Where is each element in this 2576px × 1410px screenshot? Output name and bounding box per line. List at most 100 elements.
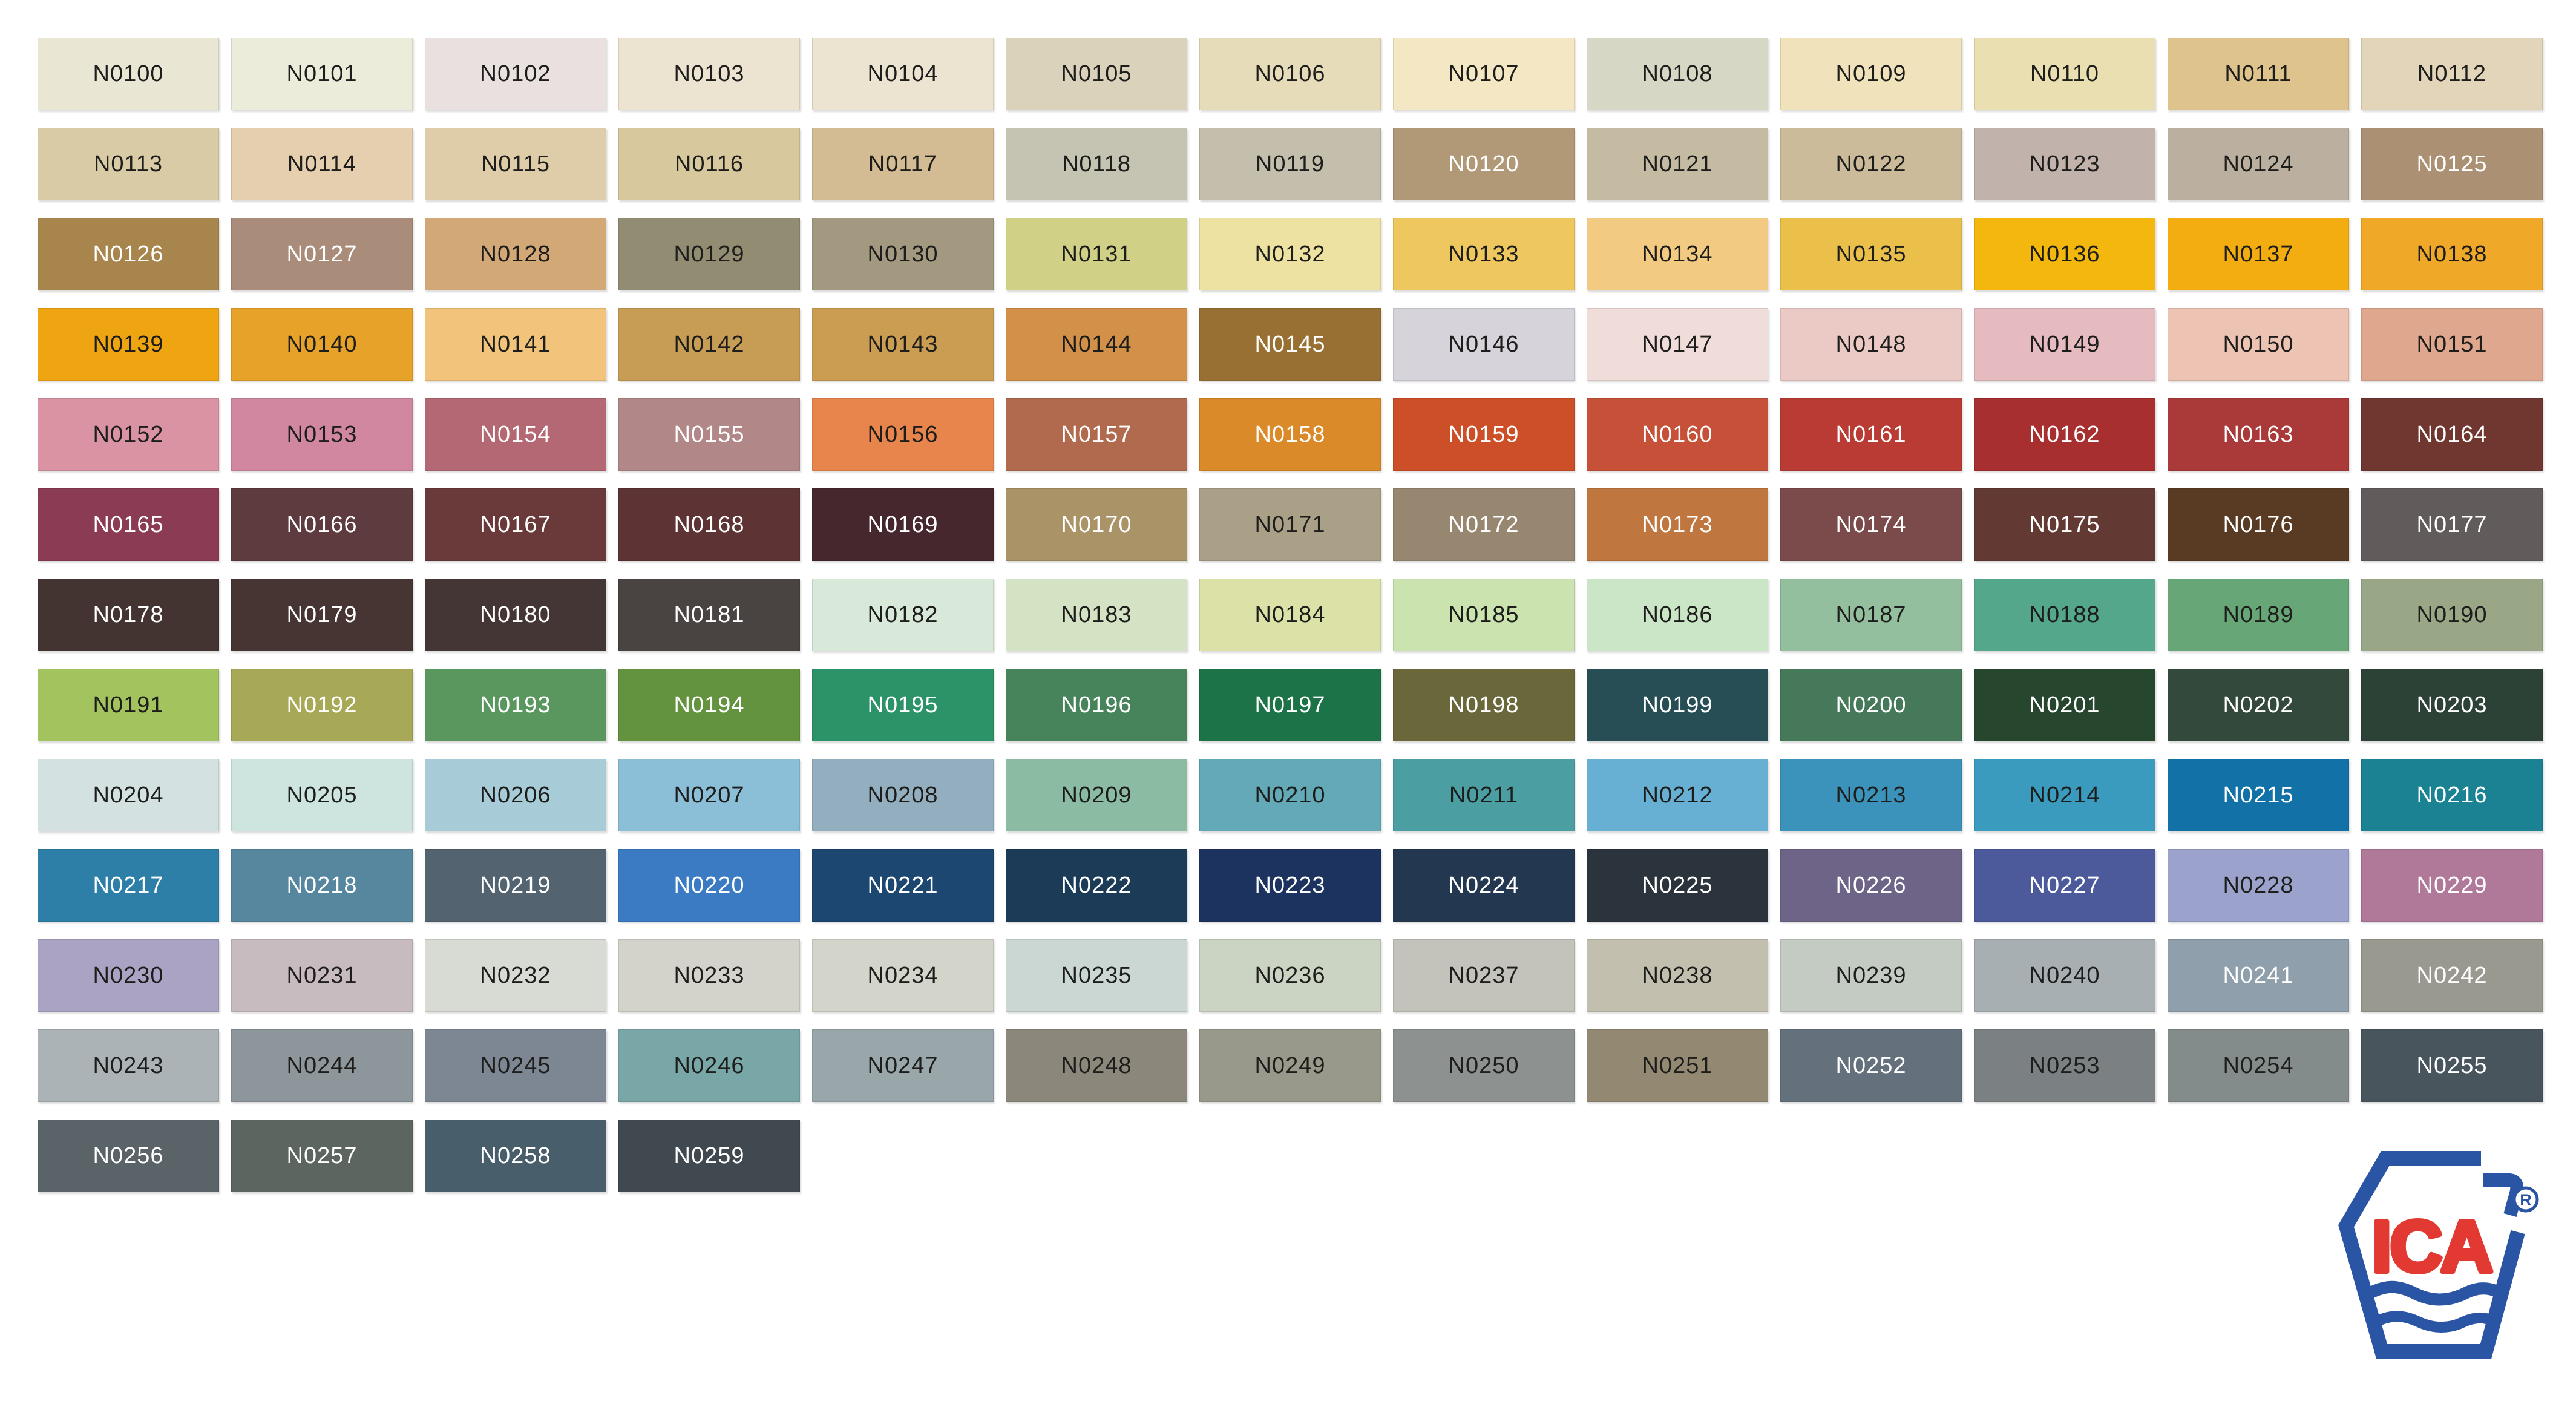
- swatch-n0152: N0152: [38, 398, 219, 471]
- swatch-n0224: N0224: [1393, 849, 1575, 922]
- swatch-label: N0142: [673, 332, 745, 357]
- swatch-n0203: N0203: [2361, 669, 2543, 741]
- swatch-label: N0123: [2029, 151, 2100, 177]
- swatch-n0176: N0176: [2168, 488, 2349, 561]
- swatch-n0123: N0123: [1974, 128, 2155, 200]
- swatch-n0254: N0254: [2168, 1029, 2349, 1102]
- ica-logo: R ICA: [2330, 1141, 2542, 1368]
- swatch-label: N0257: [286, 1143, 358, 1169]
- swatch-n0251: N0251: [1587, 1029, 1768, 1102]
- swatch-n0136: N0136: [1974, 218, 2155, 290]
- swatch-label: N0146: [1448, 332, 1519, 357]
- swatch-label: N0210: [1254, 782, 1326, 808]
- swatch-label: N0106: [1254, 61, 1326, 87]
- swatch-n0236: N0236: [1199, 939, 1381, 1012]
- swatch-n0257: N0257: [231, 1120, 413, 1192]
- swatch-n0159: N0159: [1393, 398, 1575, 471]
- swatch-label: N0110: [2030, 61, 2100, 87]
- swatch-label: N0197: [1254, 692, 1326, 718]
- swatch-label: N0148: [1835, 332, 1907, 357]
- swatch-n0139: N0139: [38, 308, 219, 381]
- swatch-n0219: N0219: [425, 849, 606, 922]
- swatch-n0109: N0109: [1780, 38, 1962, 110]
- swatch-n0131: N0131: [1006, 218, 1187, 290]
- swatch-label: N0126: [93, 241, 164, 267]
- swatch-label: N0224: [1448, 873, 1519, 898]
- swatch-label: N0177: [2416, 512, 2488, 537]
- swatch-n0222: N0222: [1006, 849, 1187, 922]
- swatch-label: N0217: [93, 873, 164, 898]
- swatch-n0233: N0233: [618, 939, 800, 1012]
- swatch-n0249: N0249: [1199, 1029, 1381, 1102]
- swatch-label: N0129: [673, 241, 745, 267]
- swatch-label: N0249: [1254, 1053, 1326, 1078]
- swatch-n0232: N0232: [425, 939, 606, 1012]
- swatch-label: N0202: [2223, 692, 2294, 718]
- swatch-n0119: N0119: [1199, 128, 1381, 200]
- swatch-label: N0161: [1835, 422, 1907, 447]
- swatch-n0210: N0210: [1199, 759, 1381, 831]
- swatch-label: N0201: [2029, 692, 2100, 718]
- swatch-n0125: N0125: [2361, 128, 2543, 200]
- swatch-label: N0198: [1448, 692, 1519, 718]
- swatch-label: N0235: [1061, 963, 1132, 988]
- swatch-label: N0103: [673, 61, 745, 87]
- swatch-n0190: N0190: [2361, 579, 2543, 651]
- swatch-label: N0183: [1061, 602, 1132, 628]
- swatch-n0227: N0227: [1974, 849, 2155, 922]
- swatch-label: N0145: [1254, 332, 1326, 357]
- swatch-n0194: N0194: [618, 669, 800, 741]
- swatch-label: N0162: [2029, 422, 2100, 447]
- swatch-n0184: N0184: [1199, 579, 1381, 651]
- swatch-n0202: N0202: [2168, 669, 2349, 741]
- swatch-n0245: N0245: [425, 1029, 606, 1102]
- swatch-label: N0226: [1835, 873, 1907, 898]
- swatch-label: N0157: [1061, 422, 1132, 447]
- swatch-label: N0147: [1642, 332, 1713, 357]
- swatch-label: N0132: [1254, 241, 1326, 267]
- swatch-label: N0243: [93, 1053, 164, 1078]
- swatch-n0258: N0258: [425, 1120, 606, 1192]
- swatch-n0234: N0234: [812, 939, 994, 1012]
- registered-mark-letter: R: [2520, 1191, 2532, 1209]
- swatch-label: N0258: [480, 1143, 551, 1169]
- swatch-n0105: N0105: [1006, 38, 1187, 110]
- swatch-label: N0152: [93, 422, 164, 447]
- swatch-label: N0215: [2223, 782, 2294, 808]
- swatch-label: N0234: [867, 963, 939, 988]
- logo-hexagon-outline: [2338, 1151, 2525, 1359]
- swatch-label: N0111: [2224, 61, 2292, 87]
- swatch-label: N0231: [286, 963, 358, 988]
- swatch-label: N0164: [2416, 422, 2488, 447]
- swatch-n0153: N0153: [231, 398, 413, 471]
- swatch-n0140: N0140: [231, 308, 413, 381]
- swatch-n0167: N0167: [425, 488, 606, 561]
- swatch-label: N0180: [480, 602, 551, 628]
- swatch-n0170: N0170: [1006, 488, 1187, 561]
- swatch-label: N0255: [2416, 1053, 2488, 1078]
- swatch-n0237: N0237: [1393, 939, 1575, 1012]
- swatch-n0250: N0250: [1393, 1029, 1575, 1102]
- swatch-n0211: N0211: [1393, 759, 1575, 831]
- swatch-n0214: N0214: [1974, 759, 2155, 831]
- swatch-n0172: N0172: [1393, 488, 1575, 561]
- logo-wordmark: ICA: [2371, 1206, 2491, 1287]
- swatch-n0252: N0252: [1780, 1029, 1962, 1102]
- swatch-n0204: N0204: [38, 759, 219, 831]
- swatch-n0169: N0169: [812, 488, 994, 561]
- swatch-label: N0208: [867, 782, 939, 808]
- swatch-n0128: N0128: [425, 218, 606, 290]
- swatch-label: N0100: [93, 61, 164, 87]
- swatch-n0174: N0174: [1780, 488, 1962, 561]
- swatch-label: N0171: [1254, 512, 1326, 537]
- swatch-label: N0259: [673, 1143, 745, 1169]
- swatch-n0206: N0206: [425, 759, 606, 831]
- swatch-n0189: N0189: [2168, 579, 2349, 651]
- swatch-n0145: N0145: [1199, 308, 1381, 381]
- swatch-label: N0102: [480, 61, 551, 87]
- swatch-label: N0107: [1448, 61, 1519, 87]
- swatch-n0127: N0127: [231, 218, 413, 290]
- swatch-n0185: N0185: [1393, 579, 1575, 651]
- swatch-n0175: N0175: [1974, 488, 2155, 561]
- swatch-label: N0124: [2223, 151, 2294, 177]
